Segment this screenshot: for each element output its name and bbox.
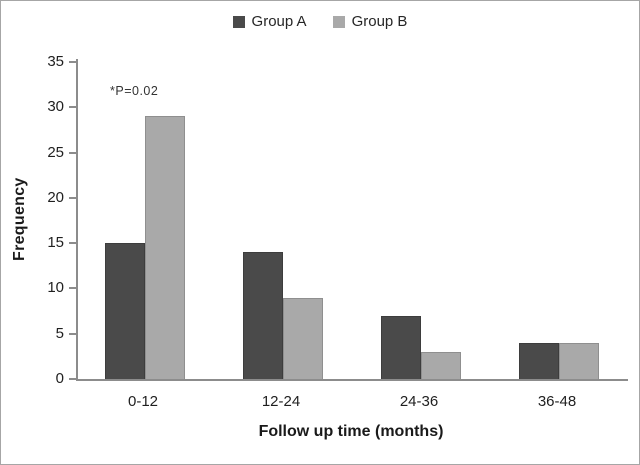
bar-group-b-12-24 [283, 297, 323, 379]
y-tick-label-15: 15 [47, 234, 64, 252]
legend: Group A Group B [1, 13, 639, 30]
y-tick-label-35: 35 [47, 53, 64, 70]
y-tick-label-25: 25 [47, 143, 64, 161]
y-tick-label-5: 5 [55, 324, 64, 342]
y-tick-mark-15 [69, 242, 78, 245]
significance-annotation: *P=0.02 [110, 84, 159, 98]
legend-swatch-group-b [332, 15, 345, 28]
x-tick-label-36-48: 36-48 [537, 393, 577, 410]
y-tick-label-10: 10 [47, 279, 64, 297]
legend-label-group-a: Group A [251, 13, 307, 30]
legend-swatch-group-a [232, 15, 245, 28]
y-tick-label-30: 30 [47, 98, 64, 116]
bar-group-b-36-48 [559, 342, 599, 379]
bar-group-a-0-12 [105, 243, 145, 379]
bar-group-b-0-12 [145, 116, 185, 379]
bar-group-b-24-36 [421, 351, 461, 379]
bar-group-a-36-48 [519, 342, 559, 379]
bar-group-a-24-36 [381, 315, 421, 379]
x-axis-title: Follow up time (months) [258, 423, 444, 440]
y-tick-mark-25 [69, 151, 78, 154]
legend-item-group-b: Group B [332, 13, 408, 30]
y-tick-mark-35 [69, 61, 78, 63]
x-tick-label-24-36: 24-36 [399, 393, 439, 410]
legend-item-group-a: Group A [232, 13, 307, 30]
y-tick-mark-20 [69, 196, 78, 199]
y-tick-label-0: 0 [55, 370, 64, 387]
x-tick-label-0-12: 0-12 [127, 393, 159, 410]
y-tick-label-20: 20 [47, 188, 64, 206]
y-tick-mark-10 [69, 287, 78, 290]
y-tick-mark-30 [69, 106, 78, 109]
y-tick-mark-0 [69, 378, 78, 380]
x-axis-tick-labels: 0-12 12-24 24-36 36-48 [76, 393, 626, 413]
y-tick-mark-5 [69, 332, 78, 335]
legend-label-group-b: Group B [351, 13, 408, 30]
x-tick-label-12-24: 12-24 [261, 393, 301, 410]
bar-group-a-12-24 [243, 252, 283, 379]
plot-area: *P=0.02 0 5 10 15 20 25 30 35 [47, 53, 628, 387]
